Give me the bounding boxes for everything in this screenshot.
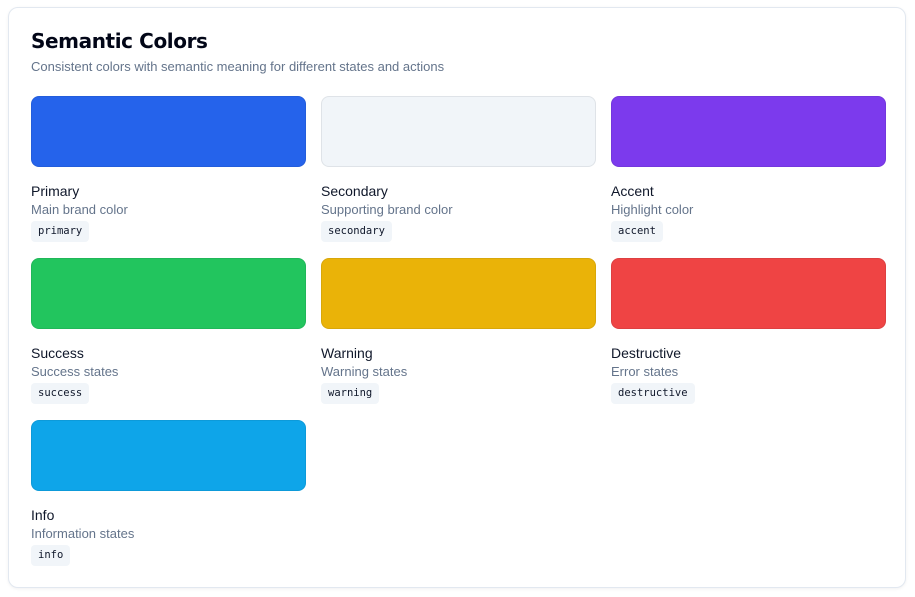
semantic-colors-card: Semantic Colors Consistent colors with s… [8,7,906,588]
color-name: Accent [611,183,654,199]
color-item-secondary: Secondary Supporting brand color seconda… [321,96,596,244]
color-name: Destructive [611,345,682,361]
card-title: Semantic Colors [31,29,208,53]
color-swatch [611,96,886,167]
color-description: Main brand color [31,202,128,217]
color-description: Highlight color [611,202,694,217]
color-item-primary: Primary Main brand color primary [31,96,306,244]
color-token: info [31,545,71,566]
color-swatch [31,420,306,491]
color-description: Success states [31,364,119,379]
color-token: accent [611,221,663,242]
card-subtitle: Consistent colors with semantic meaning … [31,59,445,74]
color-description: Supporting brand color [321,202,453,217]
color-token: primary [31,221,90,242]
color-swatch [611,258,886,329]
color-description: Information states [31,526,135,541]
color-description: Warning states [321,364,408,379]
color-token: warning [321,383,380,404]
color-name: Success [31,345,84,361]
color-token: success [31,383,90,404]
color-name: Primary [31,183,80,199]
color-name: Warning [321,345,373,361]
color-swatch-grid: Primary Main brand color primary Seconda… [31,96,887,568]
color-name: Info [31,507,55,523]
color-item-destructive: Destructive Error states destructive [611,258,886,406]
color-item-accent: Accent Highlight color accent [611,96,886,244]
color-item-info: Info Information states info [31,420,306,568]
color-item-warning: Warning Warning states warning [321,258,596,406]
color-token: destructive [611,383,695,404]
color-swatch [321,96,596,167]
color-swatch [31,96,306,167]
color-description: Error states [611,364,679,379]
color-name: Secondary [321,183,388,199]
color-item-success: Success Success states success [31,258,306,406]
color-swatch [31,258,306,329]
color-token: secondary [321,221,392,242]
color-swatch [321,258,596,329]
